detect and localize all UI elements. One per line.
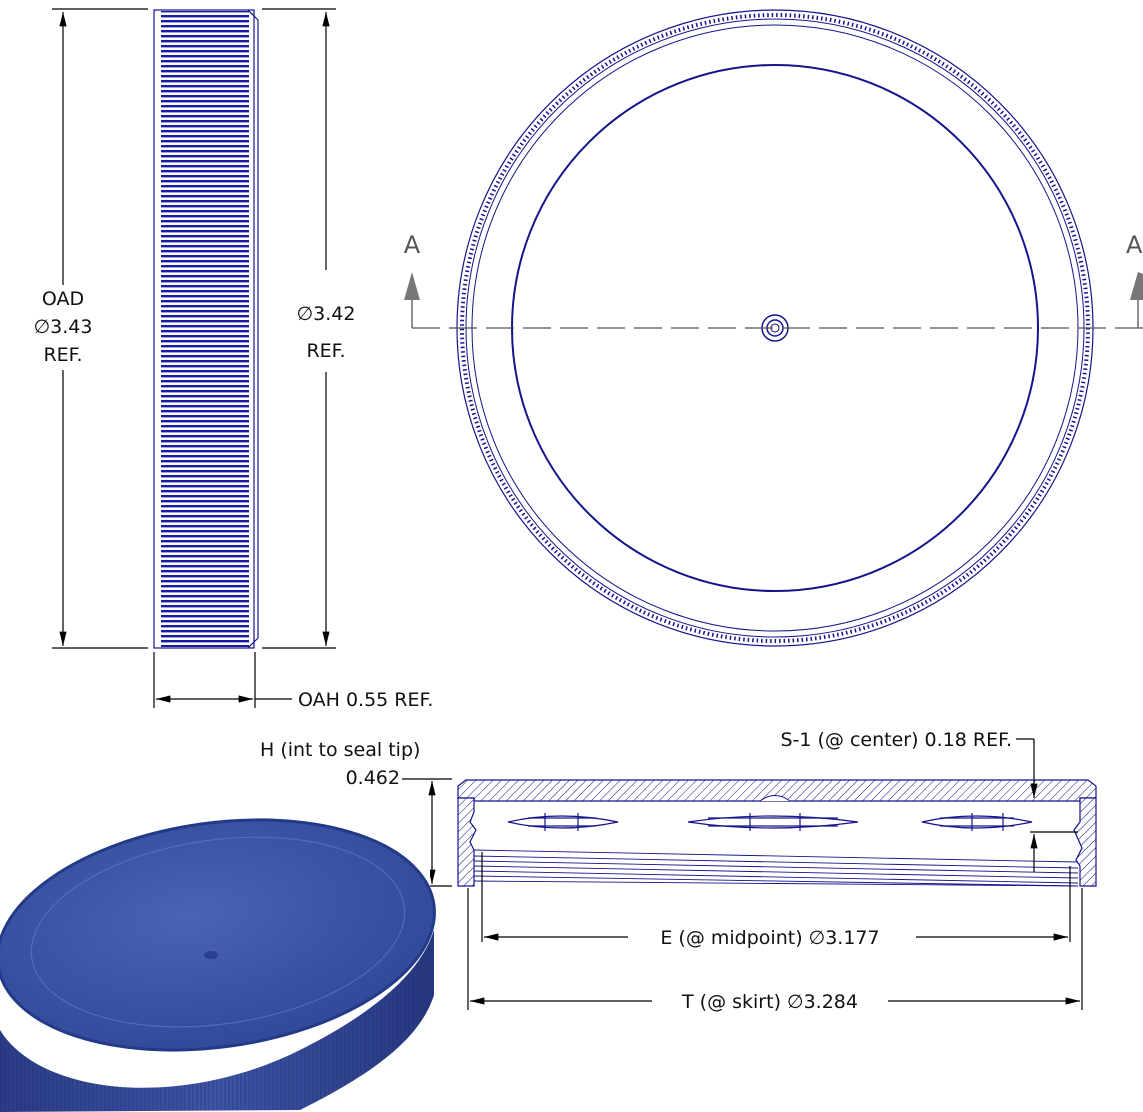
section-view: S-1 (@ center) 0.18 REF. H (int to seal … bbox=[260, 729, 1097, 1013]
e-label: E (@ midpoint) ∅3.177 bbox=[660, 927, 879, 949]
dia-ref: REF. bbox=[306, 340, 345, 362]
section-arrow-left-icon bbox=[404, 272, 420, 300]
oad-ref: REF. bbox=[43, 344, 82, 366]
dia-value: ∅3.42 bbox=[297, 303, 356, 325]
oad-label: OAD bbox=[42, 288, 84, 310]
h-label: H (int to seal tip) bbox=[260, 739, 420, 761]
h-value: 0.462 bbox=[346, 767, 400, 789]
oah-label: OAH 0.55 REF. bbox=[298, 689, 433, 711]
top-view: A A bbox=[404, 9, 1143, 647]
section-arrow-right-icon bbox=[1130, 272, 1143, 300]
section-label-left: A bbox=[404, 231, 421, 259]
s1-label: S-1 (@ center) 0.18 REF. bbox=[780, 729, 1012, 751]
t-label: T (@ skirt) ∅3.284 bbox=[681, 991, 858, 1013]
side-view: OAD ∅3.43 REF. ∅3.42 REF. OAH 0.55 REF. bbox=[34, 8, 433, 711]
section-label-right: A bbox=[1126, 231, 1143, 259]
cap-3d-render-icon bbox=[0, 818, 436, 1112]
oad-value: ∅3.43 bbox=[34, 316, 93, 338]
